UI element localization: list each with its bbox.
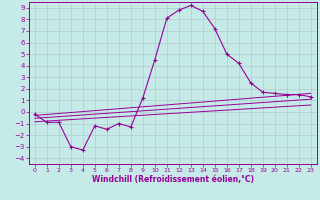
X-axis label: Windchill (Refroidissement éolien,°C): Windchill (Refroidissement éolien,°C)	[92, 175, 254, 184]
